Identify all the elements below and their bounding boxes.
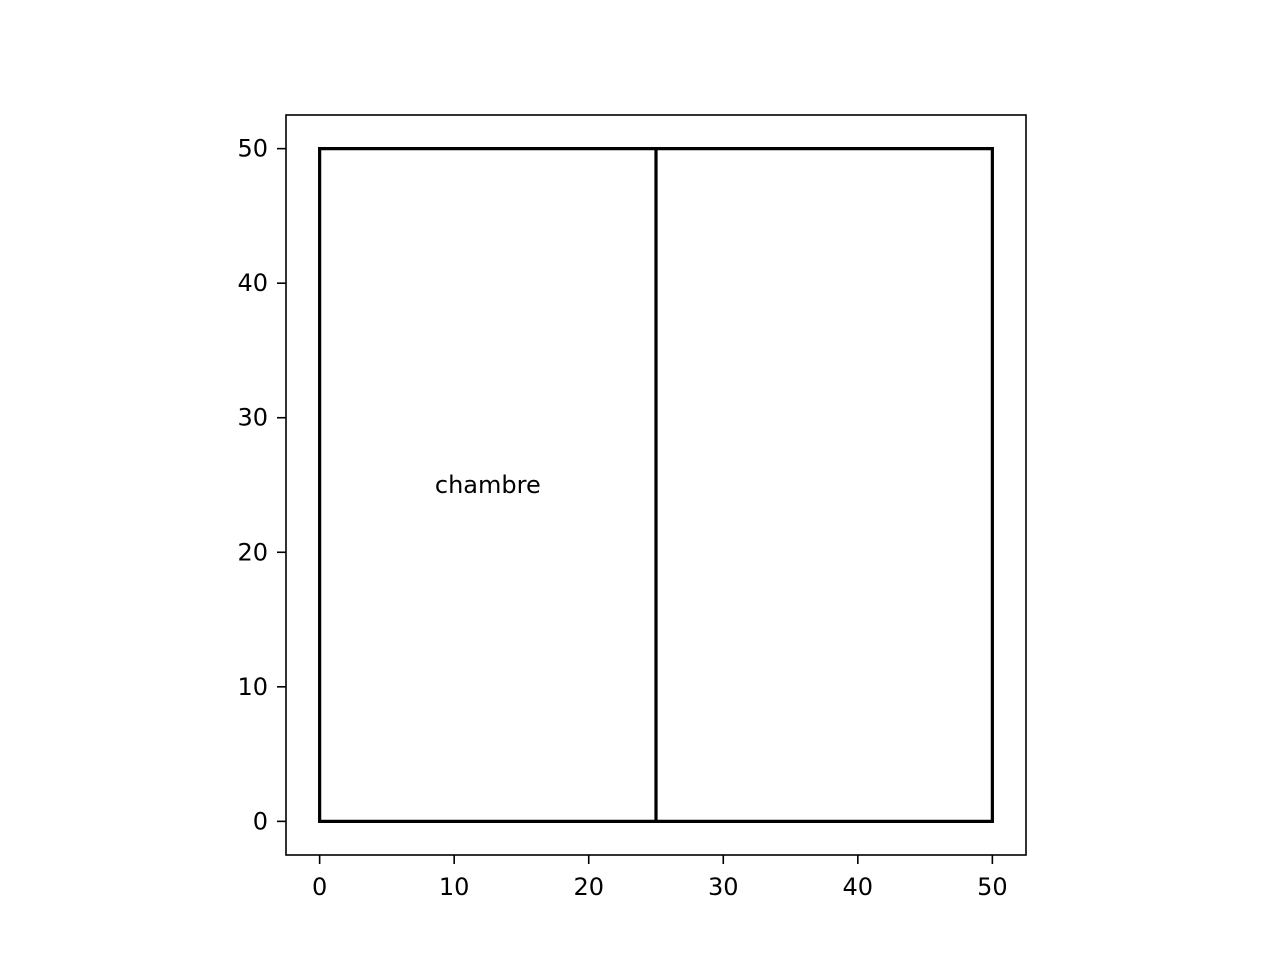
- x-tick-label: 20: [573, 873, 604, 901]
- x-tick-label: 10: [439, 873, 470, 901]
- series-layer: [318, 147, 994, 823]
- y-tick-label: 50: [237, 135, 268, 163]
- outer-wall-line: [318, 147, 994, 823]
- y-axis: 0 10 20 30 40 50: [237, 135, 286, 835]
- x-tick-label: 0: [312, 873, 327, 901]
- x-tick-label: 40: [843, 873, 874, 901]
- room-label: chambre: [435, 471, 541, 499]
- y-tick-label: 20: [237, 538, 268, 566]
- y-tick-label: 0: [253, 807, 268, 835]
- x-tick-label: 50: [977, 873, 1008, 901]
- y-tick-label: 10: [237, 673, 268, 701]
- axes-frame: [285, 114, 1027, 856]
- annotation-layer: chambre: [435, 471, 541, 499]
- x-axis: 0 10 20 30 40 50: [312, 855, 1008, 901]
- y-tick-label: 40: [237, 269, 268, 297]
- y-tick-label: 30: [237, 404, 268, 432]
- x-tick-label: 30: [708, 873, 739, 901]
